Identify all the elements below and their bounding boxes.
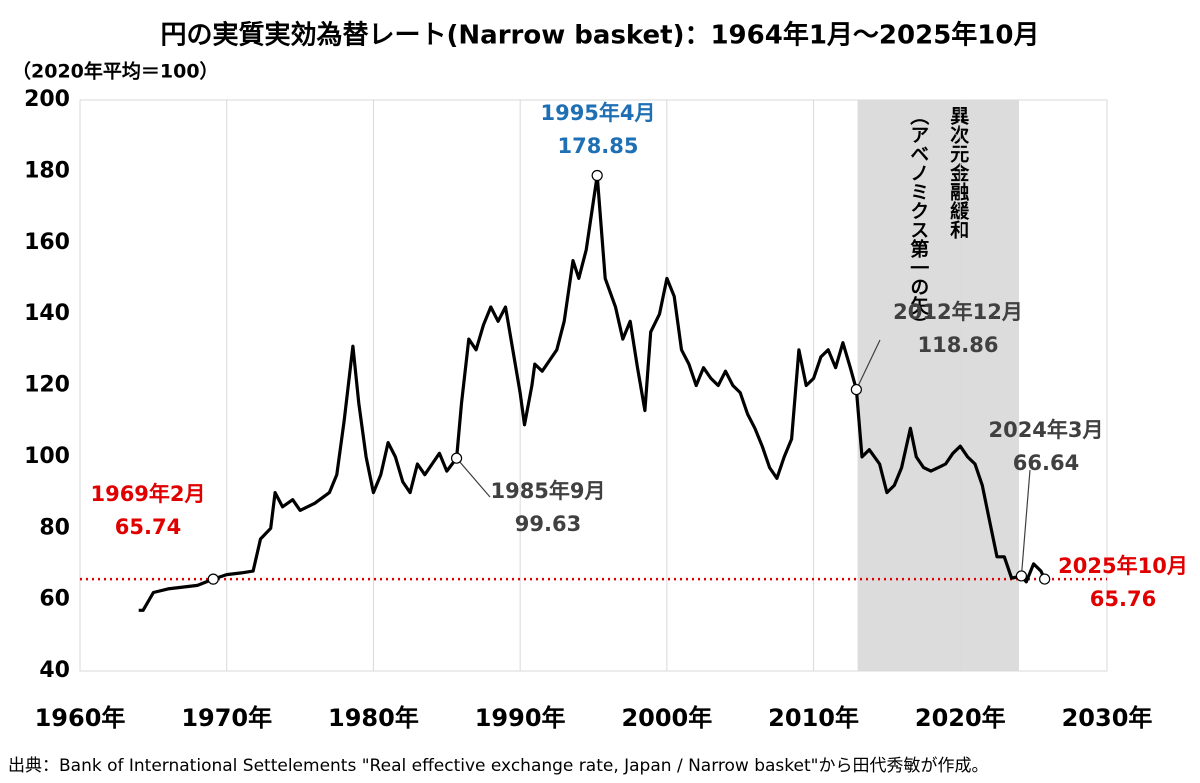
annotation-marker (850, 383, 862, 396)
annotation-marker (591, 169, 603, 182)
annotation-date: 1995年4月 (540, 101, 655, 125)
y-tick-label: 140 (24, 301, 70, 326)
chart-subtitle: （2020年平均＝100） (12, 60, 219, 83)
shaded-period (857, 100, 1019, 671)
x-tick-label: 2000年 (621, 704, 712, 732)
callout-line (456, 457, 491, 498)
x-tick-label: 1990年 (475, 704, 566, 732)
annotation-value: 65.76 (1090, 587, 1156, 611)
annotation-date: 1969年2月 (90, 482, 205, 506)
y-tick-label: 180 (24, 158, 70, 183)
x-tick-label: 2030年 (1062, 704, 1153, 732)
x-tick-label: 1970年 (181, 704, 272, 732)
x-tick-label: 2010年 (768, 704, 859, 732)
y-tick-label: 40 (39, 658, 70, 683)
annotation-date: 2024年3月 (988, 418, 1103, 442)
shade-label: （アベノミクス第一の矢） (907, 106, 929, 334)
annotation-value: 118.86 (917, 333, 998, 357)
y-tick-label: 100 (24, 444, 70, 469)
annotation-marker (1015, 570, 1028, 582)
annotation-value: 178.85 (557, 134, 638, 158)
x-tick-label: 1980年 (328, 704, 419, 732)
annotation-marker (450, 452, 463, 464)
annotation-value: 66.64 (1013, 451, 1079, 475)
annotation-marker (207, 573, 219, 585)
y-tick-label: 160 (24, 230, 70, 255)
annotation-date: 2012年12月 (893, 300, 1023, 324)
chart-title: 円の実質実効為替レート(Narrow basket)：1964年1月～2025年… (161, 20, 1040, 51)
annotation-marker (1039, 573, 1051, 585)
x-tick-label: 1960年 (35, 704, 126, 732)
annotation-value: 65.74 (115, 515, 181, 539)
y-tick-label: 60 (39, 587, 70, 612)
y-tick-label: 80 (39, 515, 70, 540)
data-line (138, 173, 1047, 612)
callout-line (1020, 469, 1031, 576)
annotation-value: 99.63 (515, 512, 581, 536)
x-tick-label: 2020年 (915, 704, 1006, 732)
source-note: 出典：Bank of International Settelements "R… (8, 756, 988, 776)
shade-label: 異次元金融緩和 (947, 106, 970, 239)
callout-line (855, 339, 881, 390)
y-tick-label: 120 (24, 373, 70, 398)
annotation-date: 2025年10月 (1058, 554, 1188, 578)
annotation-date: 1985年9月 (490, 479, 605, 503)
y-tick-label: 200 (24, 87, 70, 112)
